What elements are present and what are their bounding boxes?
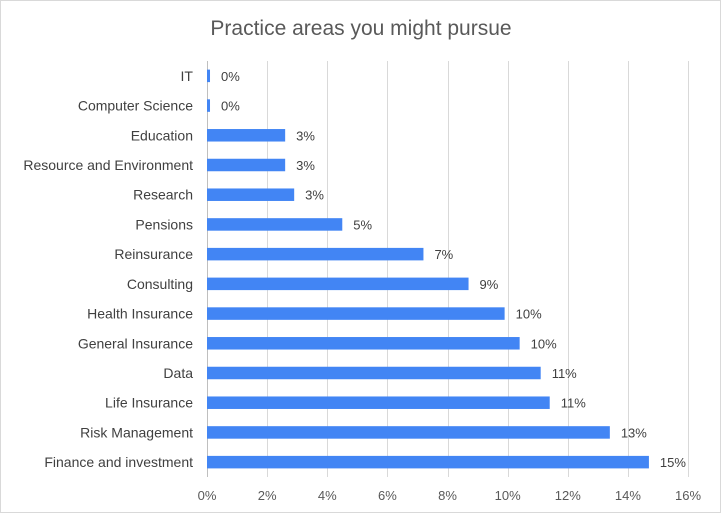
data-labels: 0% 0% 3% 3% 3% 5% 7% 9% 10% 10% 11% 11% 13% 15% xyxy=(221,69,686,470)
category-label: Consulting xyxy=(127,276,193,292)
x-tick-label: 6% xyxy=(378,488,397,503)
x-tick-label: 14% xyxy=(615,488,641,503)
bar xyxy=(207,307,505,320)
category-label: Finance and investment xyxy=(44,454,193,470)
x-tick-label: 8% xyxy=(438,488,457,503)
data-label: 10% xyxy=(516,307,542,322)
bar xyxy=(207,247,424,261)
bar xyxy=(207,129,286,142)
x-tick-label: 10% xyxy=(495,488,521,503)
category-label: Reinsurance xyxy=(114,246,193,262)
category-label: Risk Management xyxy=(80,424,193,440)
x-tick-label: 16% xyxy=(675,488,701,503)
category-labels: IT Computer Science Education Resource and … xyxy=(23,68,193,470)
data-label: 3% xyxy=(296,128,315,143)
gridlines xyxy=(207,61,689,477)
bar xyxy=(207,99,211,112)
bar xyxy=(207,158,286,172)
bar xyxy=(207,455,649,469)
x-tick-label: 2% xyxy=(258,488,277,503)
x-tick-label: 0% xyxy=(198,488,217,503)
bar xyxy=(207,218,343,231)
data-label: 0% xyxy=(221,99,240,114)
data-label: 11% xyxy=(561,396,586,411)
bar xyxy=(207,396,550,409)
data-label: 9% xyxy=(480,277,499,292)
category-label: Education xyxy=(131,127,193,143)
data-label: 0% xyxy=(221,69,240,84)
bar xyxy=(207,188,295,201)
category-label: Computer Science xyxy=(78,98,193,114)
category-label: IT xyxy=(181,68,194,84)
data-label: 5% xyxy=(353,217,372,232)
category-label: Health Insurance xyxy=(87,306,193,322)
data-label: 3% xyxy=(305,188,324,203)
bar xyxy=(207,277,469,291)
data-label: 7% xyxy=(434,247,453,262)
bar xyxy=(207,426,610,439)
data-label: 11% xyxy=(552,366,577,381)
category-label: Data xyxy=(163,365,193,381)
x-axis-ticks: 0% 2% 4% 6% 8% 10% 12% 14% 16% xyxy=(198,488,702,503)
category-label: Pensions xyxy=(135,216,193,232)
chart-title: Practice areas you might pursue xyxy=(210,17,511,40)
bars xyxy=(207,69,649,469)
bar xyxy=(207,69,211,83)
category-label: Life Insurance xyxy=(105,395,193,411)
data-label: 13% xyxy=(621,425,647,440)
data-label: 3% xyxy=(296,158,315,173)
bar xyxy=(207,337,520,350)
category-label: Research xyxy=(133,187,193,203)
category-label: General Insurance xyxy=(78,335,193,351)
x-tick-label: 12% xyxy=(555,488,581,503)
bar xyxy=(207,366,541,380)
data-label: 10% xyxy=(531,336,557,351)
x-tick-label: 4% xyxy=(318,488,337,503)
category-label: Resource and Environment xyxy=(23,157,193,173)
data-label: 15% xyxy=(660,455,686,470)
